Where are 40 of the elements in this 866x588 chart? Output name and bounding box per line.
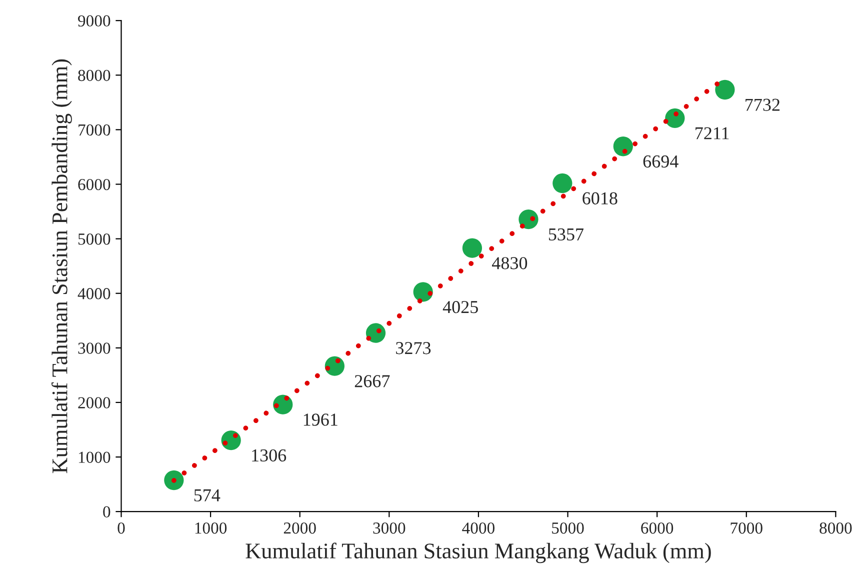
y-tick-label: 8000 [78,70,110,82]
data-label: 6018 [582,192,618,204]
point [665,108,685,128]
data-label: 7211 [696,127,729,140]
y-tick-label: 6000 [78,178,110,190]
x-tick-label: 0 [118,522,125,534]
y-tick-label: 5000 [78,233,110,245]
x-tick-label: 2000 [284,522,316,534]
data-label: 5357 [548,228,584,241]
y-tick-label: 0 [103,506,110,518]
point [715,80,735,100]
point [413,282,433,302]
x-axis-title: Kumulatif Tahunan Stasiun Mangkang Waduk (mm) [246,542,711,564]
data-label: 6694 [643,155,678,168]
y-tick-label: 3000 [78,342,110,354]
point [164,470,184,490]
x-tick-label: 4000 [462,522,494,534]
y-axis-title: Kumulatif Tahunan Stasiun Pembanding (mm) [51,59,72,474]
x-tick-label: 6000 [641,522,674,534]
y-tick-label: 1000 [78,452,110,463]
data-label: 574 [194,489,220,502]
data-label: 7732 [746,98,780,111]
y-tick-label: 4000 [78,288,110,300]
point [613,136,633,156]
data-label: 1961 [304,414,338,426]
data-label: 3273 [396,342,431,354]
data-label: 4025 [442,300,478,314]
x-tick-label: 1000 [195,522,227,534]
point [552,173,572,194]
point [462,238,482,258]
data-label: 1306 [252,449,286,462]
data-label: 4830 [492,257,528,270]
x-tick-label: 7000 [730,522,762,534]
x-tick-label: 3000 [373,522,406,534]
x-tick-label: 8000 [820,522,852,534]
x-tick-label: 5000 [552,522,584,534]
y-tick-label: 9000 [78,15,110,27]
data-label: 2667 [354,375,390,388]
y-tick-label: 7000 [78,124,110,136]
y-tick-label: 2000 [78,397,110,408]
